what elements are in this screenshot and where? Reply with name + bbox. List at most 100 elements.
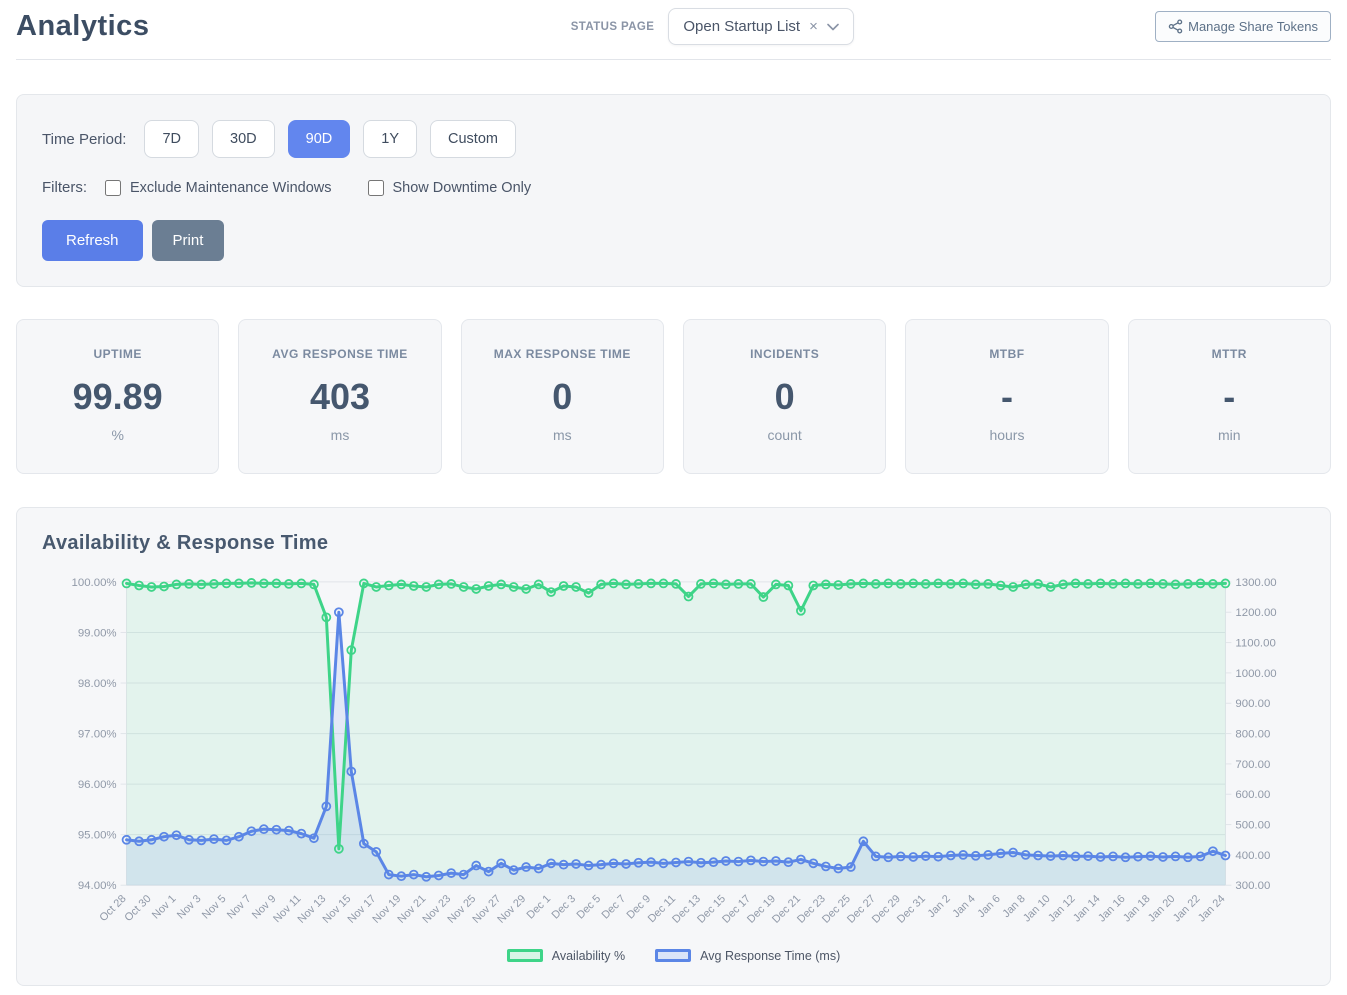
legend-item-availability[interactable]: Availability % — [506, 948, 626, 963]
stat-label: MTTR — [1211, 347, 1247, 361]
svg-text:Jan 6: Jan 6 — [975, 893, 1002, 920]
svg-text:800.00: 800.00 — [1235, 729, 1270, 741]
stat-value: 0 — [774, 376, 795, 417]
stat-value: 403 — [309, 376, 371, 417]
page-title: Analytics — [16, 10, 150, 42]
status-page-selected-value: Open Startup List — [683, 18, 801, 35]
response-time-legend-swatch — [655, 949, 692, 963]
legend-label: Avg Response Time (ms) — [700, 948, 841, 963]
manage-share-tokens-label: Manage Share Tokens — [1188, 19, 1318, 34]
availability-legend-swatch — [506, 949, 543, 963]
legend-item-response-time[interactable]: Avg Response Time (ms) — [655, 949, 840, 963]
stat-card-max-response: MAX RESPONSE TIME 0 ms — [460, 319, 664, 474]
page-header: Analytics STATUS PAGE Open Startup List … — [16, 0, 1331, 60]
time-period-label: Time Period: — [42, 130, 127, 148]
svg-text:300.00: 300.00 — [1235, 880, 1270, 892]
svg-text:Jan 20: Jan 20 — [1146, 893, 1178, 925]
svg-text:Oct 30: Oct 30 — [122, 893, 153, 924]
stat-label: MAX RESPONSE TIME — [493, 347, 631, 361]
filters-row: Filters: Exclude Maintenance Windows Sho… — [42, 179, 1305, 196]
svg-text:Dec 1: Dec 1 — [525, 893, 554, 922]
svg-text:98.00%: 98.00% — [78, 678, 117, 690]
status-page-select[interactable]: Open Startup List × — [668, 8, 854, 45]
chart-legend: Availability % Avg Response Time (ms) — [42, 949, 1305, 967]
availability-response-chart: 100.00% 99.00% 98.00% 97.00% 96.00% 95.00% 94.… — [42, 567, 1305, 947]
svg-text:Jan 14: Jan 14 — [1071, 893, 1103, 925]
stat-unit: % — [111, 427, 124, 443]
svg-text:Jan 18: Jan 18 — [1121, 893, 1153, 925]
exclude-maintenance-checkbox-wrap: Exclude Maintenance Windows — [105, 179, 332, 196]
period-button-30d[interactable]: 30D — [212, 120, 275, 158]
stat-unit: ms — [330, 427, 350, 443]
svg-text:900.00: 900.00 — [1235, 698, 1270, 710]
svg-text:1200.00: 1200.00 — [1235, 607, 1276, 619]
show-downtime-label: Show Downtime Only — [392, 179, 532, 196]
svg-text:500.00: 500.00 — [1235, 820, 1270, 832]
exclude-maintenance-checkbox[interactable] — [105, 179, 121, 196]
svg-text:97.00%: 97.00% — [78, 729, 117, 741]
svg-text:1000.00: 1000.00 — [1235, 668, 1276, 680]
chart-title: Availability & Response Time — [42, 532, 329, 554]
svg-text:Jan 24: Jan 24 — [1196, 893, 1228, 925]
stat-label: UPTIME — [93, 347, 142, 361]
stat-card-incidents: INCIDENTS 0 count — [682, 319, 887, 474]
print-button[interactable]: Print — [151, 220, 225, 261]
svg-text:Dec 7: Dec 7 — [599, 893, 628, 922]
stat-card-avg-response: AVG RESPONSE TIME 403 ms — [238, 319, 442, 474]
svg-text:100.00%: 100.00% — [71, 577, 116, 589]
stat-value: - — [1223, 376, 1236, 417]
exclude-maintenance-label: Exclude Maintenance Windows — [130, 179, 332, 196]
svg-text:Nov 1: Nov 1 — [150, 893, 179, 922]
legend-label: Availability % — [551, 948, 626, 963]
availability-chart-panel: Availability & Response Time 100.00% 99.0… — [16, 507, 1331, 986]
show-downtime-checkbox[interactable] — [367, 179, 384, 196]
period-button-7d[interactable]: 7D — [144, 120, 200, 158]
show-downtime-checkbox-wrap: Show Downtime Only — [367, 179, 532, 196]
status-page-picker-group: STATUS PAGE Open Startup List × — [571, 8, 854, 45]
stat-value: 99.89 — [72, 376, 163, 417]
stat-card-mttr: MTTR - min — [1127, 319, 1331, 474]
svg-text:Dec 5: Dec 5 — [575, 893, 604, 922]
svg-text:Jan 16: Jan 16 — [1096, 893, 1128, 925]
manage-share-tokens-button[interactable]: Manage Share Tokens — [1155, 11, 1331, 42]
clear-selection-icon[interactable]: × — [809, 18, 818, 35]
filters-label: Filters: — [42, 179, 87, 196]
svg-text:Nov 29: Nov 29 — [495, 893, 528, 926]
svg-text:Jan 4: Jan 4 — [950, 893, 977, 920]
stat-label: MTBF — [989, 347, 1025, 361]
svg-text:Jan 12: Jan 12 — [1046, 893, 1078, 925]
stat-value: 0 — [552, 376, 573, 417]
filter-panel: Time Period: 7D 30D 90D 1Y Custom Filter… — [16, 94, 1331, 287]
period-button-1y[interactable]: 1Y — [363, 120, 417, 158]
stat-unit: hours — [989, 427, 1025, 443]
svg-text:400.00: 400.00 — [1235, 850, 1270, 862]
stat-unit: ms — [552, 427, 572, 443]
svg-text:99.00%: 99.00% — [78, 627, 117, 639]
svg-text:Oct 28: Oct 28 — [97, 893, 128, 924]
svg-text:Dec 3: Dec 3 — [550, 893, 579, 922]
refresh-button[interactable]: Refresh — [42, 220, 143, 261]
svg-text:1300.00: 1300.00 — [1235, 577, 1276, 589]
stat-card-uptime: UPTIME 99.89 % — [16, 319, 220, 474]
status-page-label: STATUS PAGE — [570, 20, 655, 33]
svg-text:Jan 2: Jan 2 — [925, 893, 952, 920]
svg-text:700.00: 700.00 — [1235, 759, 1270, 771]
svg-text:Nov 7: Nov 7 — [225, 893, 254, 922]
stat-label: INCIDENTS — [750, 347, 820, 361]
stat-card-mtbf: MTBF - hours — [905, 319, 1109, 474]
stat-value: - — [1000, 376, 1013, 417]
time-period-row: Time Period: 7D 30D 90D 1Y Custom — [42, 120, 1305, 158]
svg-text:94.00%: 94.00% — [78, 880, 117, 892]
svg-text:95.00%: 95.00% — [78, 830, 117, 842]
svg-text:Nov 3: Nov 3 — [175, 893, 204, 922]
period-button-90d[interactable]: 90D — [287, 120, 351, 158]
svg-text:600.00: 600.00 — [1235, 789, 1270, 801]
stats-row: UPTIME 99.89 % AVG RESPONSE TIME 403 ms … — [16, 319, 1331, 474]
svg-text:1100.00: 1100.00 — [1235, 638, 1275, 650]
stat-label: AVG RESPONSE TIME — [272, 347, 408, 361]
chevron-down-icon — [827, 23, 839, 30]
svg-text:96.00%: 96.00% — [78, 779, 117, 791]
period-button-custom[interactable]: Custom — [430, 120, 516, 158]
share-icon — [1168, 19, 1183, 34]
stat-unit: min — [1218, 427, 1241, 443]
